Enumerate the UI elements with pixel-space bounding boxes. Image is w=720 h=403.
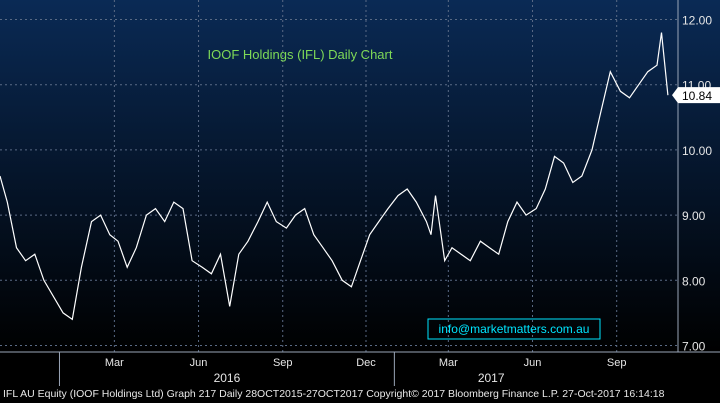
- price-series-line: [0, 32, 669, 321]
- y-tick-label: 9.00: [682, 209, 706, 223]
- watermark-box: [427, 318, 601, 340]
- x-tick-label: Jun: [190, 357, 208, 369]
- y-tick-label: 8.00: [682, 274, 706, 288]
- y-tick-label: 12.00: [682, 14, 712, 28]
- x-tick-label: Sep: [273, 357, 293, 369]
- last-price-marker: [672, 87, 720, 104]
- x-year-label: 2017: [478, 371, 505, 385]
- footer-text: IFL AU Equity (IOOF Holdings Ltd) Graph …: [3, 388, 665, 400]
- x-tick-label: Jun: [524, 357, 542, 369]
- x-tick-label: Mar: [105, 357, 124, 369]
- x-year-label: 2016: [214, 371, 241, 385]
- x-tick-label: Sep: [607, 357, 627, 369]
- plot-background: [0, 0, 720, 352]
- watermark-text: info@marketmatters.com.au: [439, 322, 590, 336]
- chart-title: IOOF Holdings (IFL) Daily Chart: [208, 47, 393, 62]
- bloomberg-footer: IFL AU Equity (IOOF Holdings Ltd) Graph …: [0, 386, 720, 403]
- y-tick-label: 7.00: [682, 339, 706, 353]
- last-price-label: 10.84: [682, 89, 712, 103]
- y-tick-label: 10.00: [682, 144, 712, 158]
- x-tick-label: Dec: [356, 357, 376, 369]
- x-tick-label: Mar: [439, 357, 458, 369]
